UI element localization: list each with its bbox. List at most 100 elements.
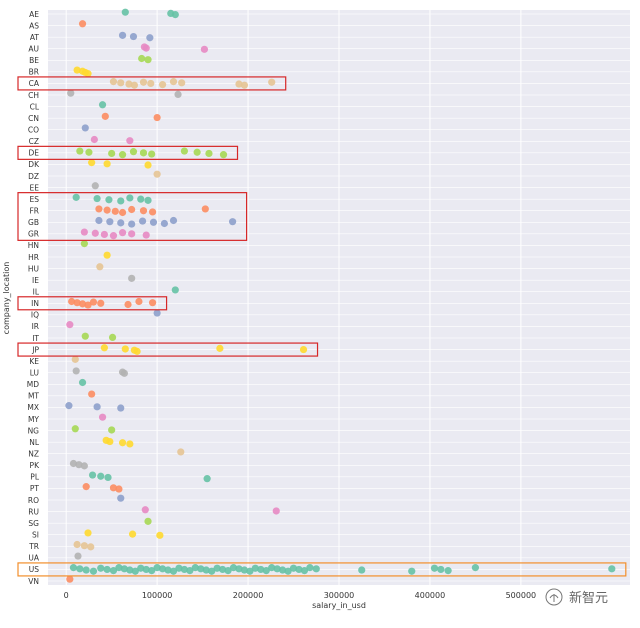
data-point [72,193,80,201]
data-point [148,150,156,158]
data-point [126,137,134,145]
data-point [202,566,210,574]
y-tick-label: UA [28,554,39,563]
data-point [93,403,101,411]
highlight-box [17,562,627,577]
data-point [171,286,179,294]
data-point [130,81,138,89]
y-tick-label: LU [30,369,39,378]
data-point [240,81,249,89]
data-point [126,566,134,574]
data-point [100,230,108,239]
data-point [84,301,92,309]
y-tick-label: TR [28,542,39,551]
data-point [262,567,270,575]
data-point [118,151,127,159]
data-point [306,564,314,572]
data-point [109,78,118,86]
y-tick-label: AU [28,45,39,54]
data-point [147,79,155,88]
data-point [213,564,221,572]
data-point [148,208,157,216]
data-point [69,564,78,572]
y-tick-label: CH [28,91,39,100]
data-point [169,78,178,86]
y-tick-label: CO [28,126,39,135]
data-point [74,552,82,560]
y-tick-label: IT [32,334,39,343]
data-point [87,543,95,551]
data-point [100,344,108,352]
data-point [128,230,136,238]
data-point [430,564,439,572]
data-point [169,216,178,225]
data-point [97,299,105,307]
data-point [97,472,105,480]
data-point [289,564,298,572]
data-point [235,565,243,573]
data-point [197,565,205,573]
y-tick-label: FR [29,207,39,216]
data-point [84,70,92,78]
data-point [142,231,150,239]
data-point [144,56,152,64]
data-point [97,564,105,572]
data-point [115,564,123,572]
data-point [135,297,143,306]
y-tick-label: NZ [28,450,39,459]
y-tick-label: PT [30,484,40,493]
data-point [78,300,87,308]
y-tick-label: PL [30,473,40,482]
data-point [117,404,125,412]
data-point [174,90,182,98]
data-point [91,229,99,237]
data-point [128,274,136,282]
data-point [73,299,81,307]
data-point [117,219,125,227]
y-tick-label: MT [28,392,39,401]
data-point [98,413,107,421]
data-point [208,567,216,575]
y-tick-label: MX [27,403,39,412]
watermark: 新智元 [545,588,608,606]
y-tick-label: JP [31,345,39,354]
data-point [219,151,228,159]
data-point [126,194,134,202]
data-point [144,517,152,525]
highlight-box [17,342,319,357]
data-point [103,160,111,168]
data-point [191,564,199,572]
y-tick-label: DK [28,160,40,169]
data-point [158,81,167,89]
y-tick-label: MD [27,380,39,389]
data-point [205,149,213,158]
data-point [141,506,149,514]
data-point [118,208,127,217]
data-point [128,530,137,538]
data-point [138,54,146,63]
data-point [180,565,189,574]
data-point [111,207,119,215]
y-tick-label: HN [28,241,39,250]
watermark-text: 新智元 [569,590,608,606]
data-point [82,483,90,491]
y-tick-label: US [29,565,39,574]
data-point [169,567,178,575]
data-point [108,426,116,434]
data-point [84,529,92,537]
data-point [186,567,194,575]
data-point [178,79,186,87]
data-point [109,484,118,492]
y-tick-label: NL [29,438,40,447]
data-point [235,80,243,88]
data-point [115,485,123,493]
data-point [108,149,116,158]
data-point [68,297,76,306]
highlight-box [17,145,239,160]
data-point [80,228,88,236]
y-tick-label: MY [28,415,39,424]
data-point [93,194,101,203]
data-point [295,565,303,574]
data-point [82,566,90,574]
data-point [279,566,287,574]
